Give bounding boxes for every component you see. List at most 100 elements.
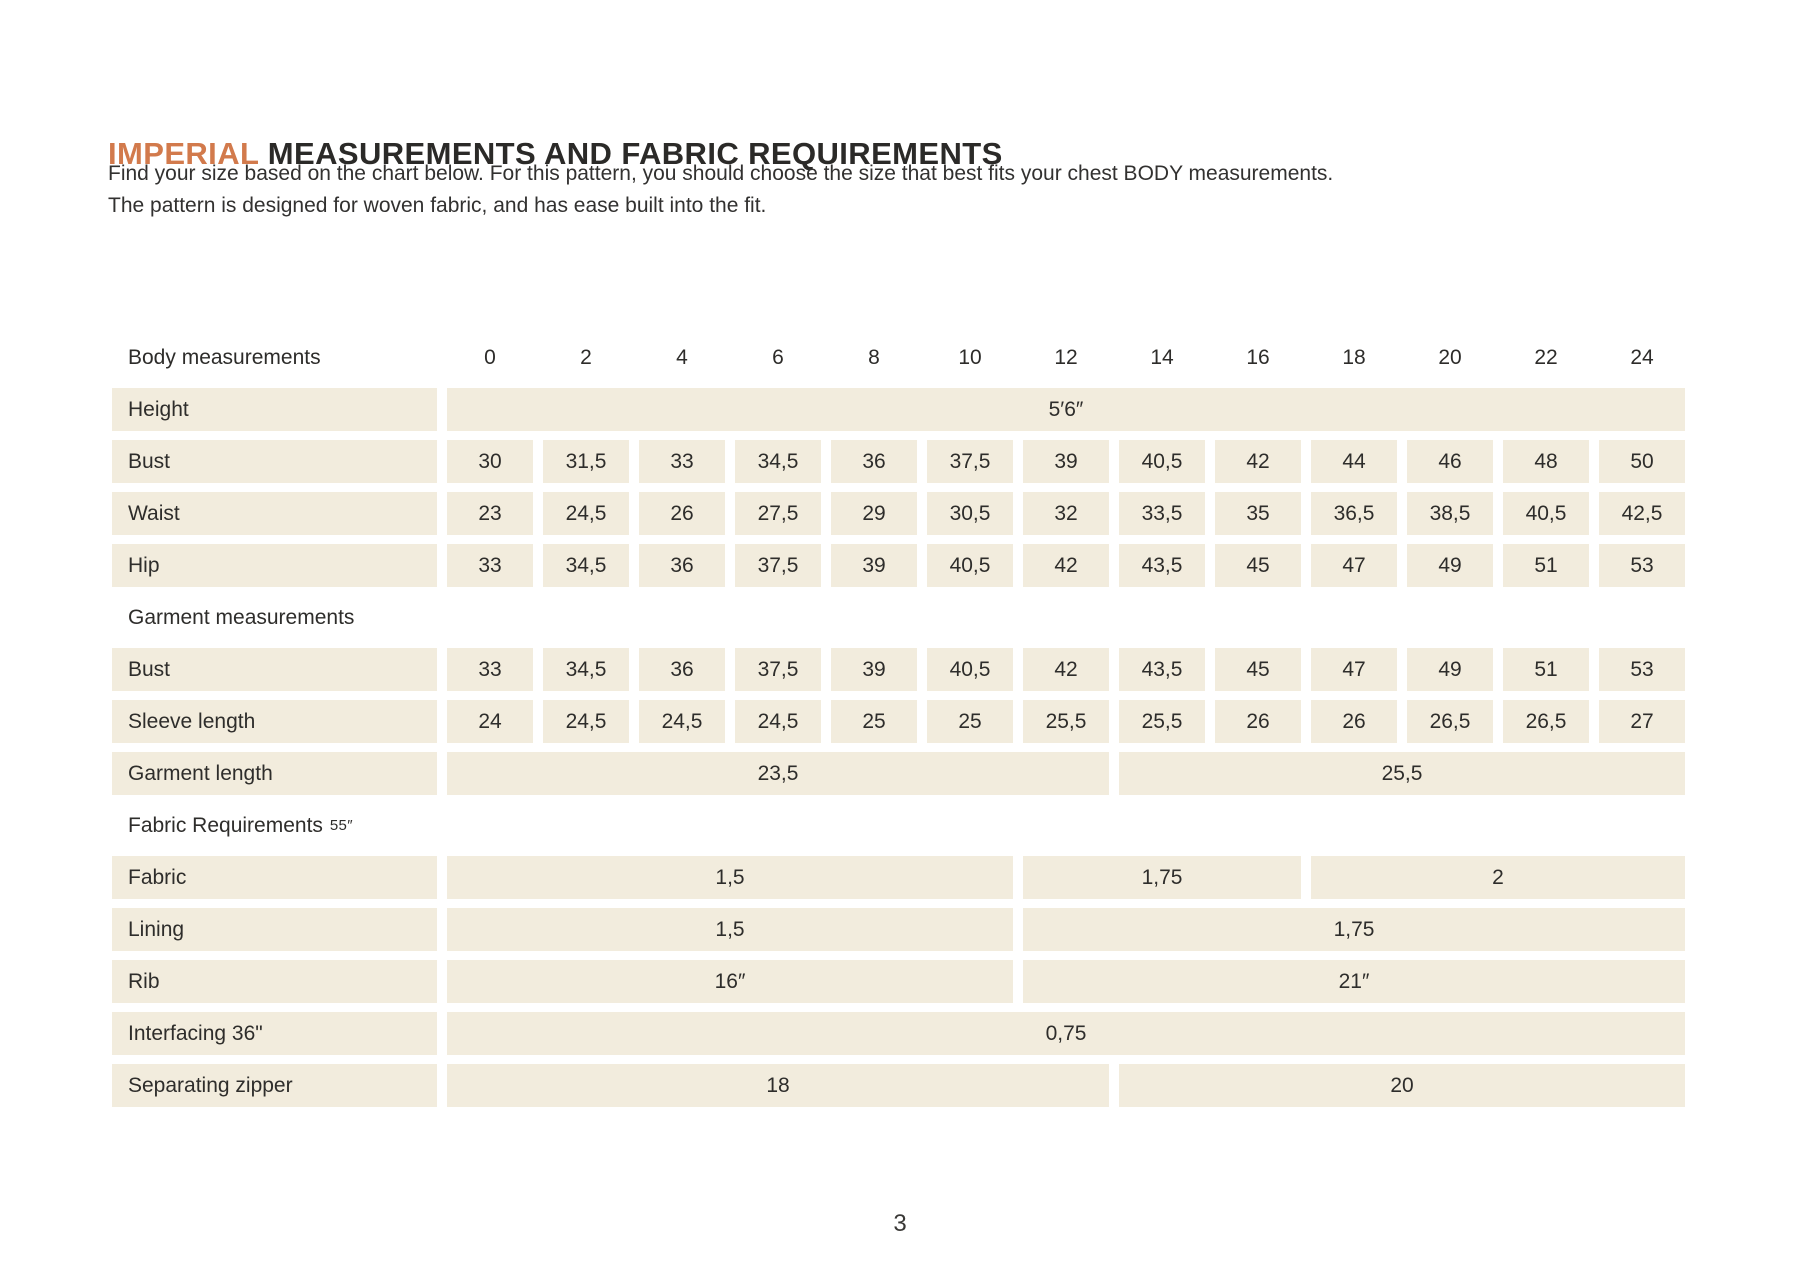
value-cell: 23 — [447, 492, 533, 535]
size-column-header: 10 — [958, 345, 982, 369]
value-cell: 38,5 — [1407, 492, 1493, 535]
table-row: Waist 23 24,5 26 27,5 29 30,5 32 33,5 35 36,5 38,5 4… — [112, 492, 1685, 535]
table-row: Garment length 23,5 25,5 — [112, 752, 1685, 795]
value-cell: 45 — [1215, 544, 1301, 587]
size-column-header: 16 — [1246, 345, 1270, 369]
value-cell: 53 — [1599, 648, 1685, 691]
value-cell: 36 — [639, 544, 725, 587]
size-column-header: 18 — [1342, 345, 1366, 369]
row-label-cell: Fabric — [112, 856, 437, 899]
merged-value-cell: 1,5 — [447, 908, 1013, 951]
value-cell: 47 — [1311, 544, 1397, 587]
section-header-row: Garment measurements — [112, 596, 1685, 639]
size-column-header: 2 — [580, 345, 592, 369]
table-row: Sleeve length 24 24,5 24,5 24,5 25 25 25,5 25,5 2… — [112, 700, 1685, 743]
table-row: Separating zipper 18 20 — [112, 1064, 1685, 1107]
value-cell: 40,5 — [927, 544, 1013, 587]
value-cell: 42 — [1023, 544, 1109, 587]
merged-value-cell: 20 — [1119, 1064, 1685, 1107]
table-row: Height 5′6″ — [112, 388, 1685, 431]
value-cell: 42 — [1023, 648, 1109, 691]
size-column-header: 0 — [484, 345, 496, 369]
row-label-cell: Lining — [112, 908, 437, 951]
intro-line-2: The pattern is designed for woven fabric… — [108, 194, 767, 217]
row-label-cell: Waist — [112, 492, 437, 535]
value-cell: 34,5 — [543, 648, 629, 691]
merged-value-cell: 2 — [1311, 856, 1685, 899]
size-column-header: 4 — [676, 345, 688, 369]
table-row: Interfacing 36" 0,75 — [112, 1012, 1685, 1055]
value-cell: 25 — [831, 700, 917, 743]
value-cell: 46 — [1407, 440, 1493, 483]
merged-value-cell: 16″ — [447, 960, 1013, 1003]
value-cell: 51 — [1503, 648, 1589, 691]
value-cell: 24 — [447, 700, 533, 743]
value-cell: 37,5 — [735, 544, 821, 587]
merged-value-cell: 1,5 — [447, 856, 1013, 899]
value-cell: 49 — [1407, 648, 1493, 691]
size-column-header: 12 — [1054, 345, 1078, 369]
value-cell: 39 — [831, 544, 917, 587]
value-cell: 39 — [831, 648, 917, 691]
merged-value-cell: 5′6″ — [447, 388, 1685, 431]
value-cell: 43,5 — [1119, 544, 1205, 587]
value-cell: 36,5 — [1311, 492, 1397, 535]
merged-value-cell: 18 — [447, 1064, 1109, 1107]
size-column-header: 20 — [1438, 345, 1462, 369]
value-cell: 36 — [831, 440, 917, 483]
merged-value-cell: 25,5 — [1119, 752, 1685, 795]
intro-line-1: Find your size based on the chart below.… — [108, 162, 1334, 185]
table-row: Hip 33 34,5 36 37,5 39 40,5 42 43,5 45 47 49 51 53 — [112, 544, 1685, 587]
value-cell: 33 — [639, 440, 725, 483]
merged-value-cell: 1,75 — [1023, 908, 1685, 951]
row-label-cell: Interfacing 36" — [112, 1012, 437, 1055]
value-cell: 43,5 — [1119, 648, 1205, 691]
row-label-cell: Garment length — [112, 752, 437, 795]
value-cell: 33,5 — [1119, 492, 1205, 535]
value-cell: 45 — [1215, 648, 1301, 691]
section-header-suffix: 55″ — [329, 817, 353, 834]
value-cell: 33 — [447, 544, 533, 587]
value-cell: 26,5 — [1503, 700, 1589, 743]
value-cell: 26 — [639, 492, 725, 535]
value-cell: 40,5 — [1503, 492, 1589, 535]
merged-value-cell: 23,5 — [447, 752, 1109, 795]
value-cell: 30 — [447, 440, 533, 483]
value-cell: 47 — [1311, 648, 1397, 691]
value-cell: 26 — [1215, 700, 1301, 743]
value-cell: 42,5 — [1599, 492, 1685, 535]
value-cell: 25,5 — [1119, 700, 1205, 743]
value-cell: 40,5 — [1119, 440, 1205, 483]
table-row: Lining 1,5 1,75 — [112, 908, 1685, 951]
value-cell: 37,5 — [735, 648, 821, 691]
value-cell: 44 — [1311, 440, 1397, 483]
value-cell: 27 — [1599, 700, 1685, 743]
value-cell: 42 — [1215, 440, 1301, 483]
size-column-header: 22 — [1534, 345, 1558, 369]
column-header-label: Body measurements — [128, 345, 321, 369]
value-cell: 35 — [1215, 492, 1301, 535]
size-table: Body measurements 0 2 4 6 8 10 12 14 16 18 20 22 24 He… — [112, 336, 1685, 1116]
section-header-label: Garment measurements — [128, 605, 355, 629]
table-row: Bust 33 34,5 36 37,5 39 40,5 42 43,5 45 47 49 51 53 — [112, 648, 1685, 691]
intro-text: Find your size based on the chart below.… — [108, 158, 1708, 222]
size-column-header: 8 — [868, 345, 880, 369]
value-cell: 30,5 — [927, 492, 1013, 535]
value-cell: 29 — [831, 492, 917, 535]
value-cell: 24,5 — [543, 700, 629, 743]
page-title-rest: MEASUREMENTS AND FABRIC REQUIREMENTS — [258, 135, 1003, 171]
row-label-cell: Rib — [112, 960, 437, 1003]
merged-value-cell: 1,75 — [1023, 856, 1301, 899]
row-label-cell: Bust — [112, 648, 437, 691]
value-cell: 40,5 — [927, 648, 1013, 691]
row-label-cell: Sleeve length — [112, 700, 437, 743]
value-cell: 49 — [1407, 544, 1493, 587]
value-cell: 24,5 — [639, 700, 725, 743]
value-cell: 48 — [1503, 440, 1589, 483]
size-column-header: 14 — [1150, 345, 1174, 369]
value-cell: 36 — [639, 648, 725, 691]
page-title-highlight: IMPERIAL — [108, 135, 259, 171]
value-cell: 25,5 — [1023, 700, 1109, 743]
size-column-header: 24 — [1630, 345, 1654, 369]
row-label-cell: Separating zipper — [112, 1064, 437, 1107]
